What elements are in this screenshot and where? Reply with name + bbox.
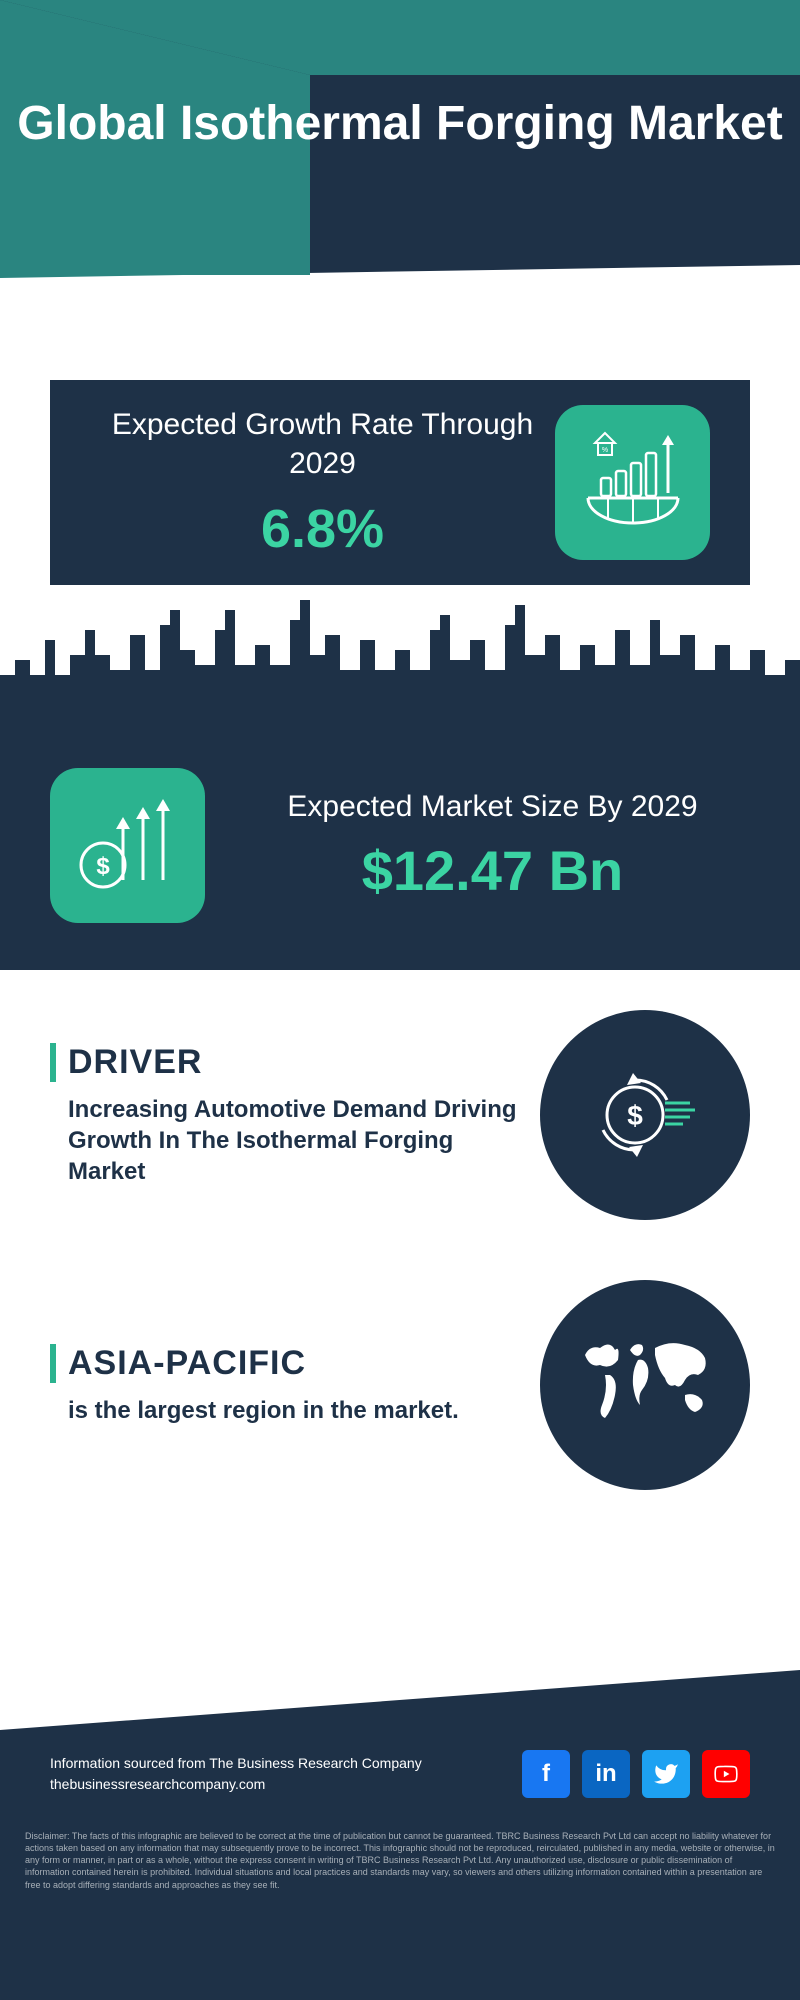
header-shapes-overlay	[0, 0, 800, 340]
page-title: Global Isothermal Forging Market	[0, 95, 800, 153]
driver-description: Increasing Automotive Demand Driving Gro…	[50, 1094, 520, 1188]
youtube-icon[interactable]	[702, 1750, 750, 1798]
facebook-icon[interactable]: f	[522, 1750, 570, 1798]
disclaimer-text: Disclaimer: The facts of this infographi…	[25, 1830, 775, 1891]
region-title: ASIA-PACIFIC	[50, 1344, 520, 1383]
world-map-icon	[540, 1280, 750, 1490]
footer-content: Information sourced from The Business Re…	[50, 1750, 750, 1798]
growth-chart-icon: %	[555, 405, 710, 560]
market-size-block: $ Expected Market Size By 2029 $12.47 Bn	[0, 720, 800, 970]
driver-title: DRIVER	[50, 1043, 520, 1082]
market-label: Expected Market Size By 2029	[235, 787, 750, 826]
svg-text:$: $	[96, 853, 110, 880]
social-icons: f in	[522, 1750, 750, 1798]
driver-section: DRIVER Increasing Automotive Demand Driv…	[50, 1010, 750, 1220]
skyline-silhouette	[0, 580, 800, 720]
market-value: $12.47 Bn	[235, 838, 750, 903]
region-description: is the largest region in the market.	[50, 1395, 520, 1426]
dollar-growth-icon: $	[50, 768, 205, 923]
growth-text: Expected Growth Rate Through 2029 6.8%	[90, 405, 555, 560]
growth-rate-block: Expected Growth Rate Through 2029 6.8% %	[50, 380, 750, 585]
growth-value: 6.8%	[90, 498, 555, 560]
growth-label: Expected Growth Rate Through 2029	[90, 405, 555, 483]
twitter-icon[interactable]	[642, 1750, 690, 1798]
footer-slash	[0, 1670, 800, 1730]
footer-source-text: Information sourced from The Business Re…	[50, 1753, 422, 1795]
region-text: ASIA-PACIFIC is the largest region in th…	[50, 1344, 540, 1426]
footer-website: thebusinessresearchcompany.com	[50, 1774, 422, 1795]
region-section: ASIA-PACIFIC is the largest region in th…	[50, 1280, 750, 1490]
svg-text:$: $	[627, 1100, 643, 1131]
dollar-cycle-icon: $	[540, 1010, 750, 1220]
linkedin-icon[interactable]: in	[582, 1750, 630, 1798]
svg-text:%: %	[601, 447, 607, 454]
market-text: Expected Market Size By 2029 $12.47 Bn	[205, 787, 750, 903]
footer: Information sourced from The Business Re…	[0, 1730, 800, 2000]
driver-text: DRIVER Increasing Automotive Demand Driv…	[50, 1043, 540, 1188]
footer-source: Information sourced from The Business Re…	[50, 1753, 422, 1774]
